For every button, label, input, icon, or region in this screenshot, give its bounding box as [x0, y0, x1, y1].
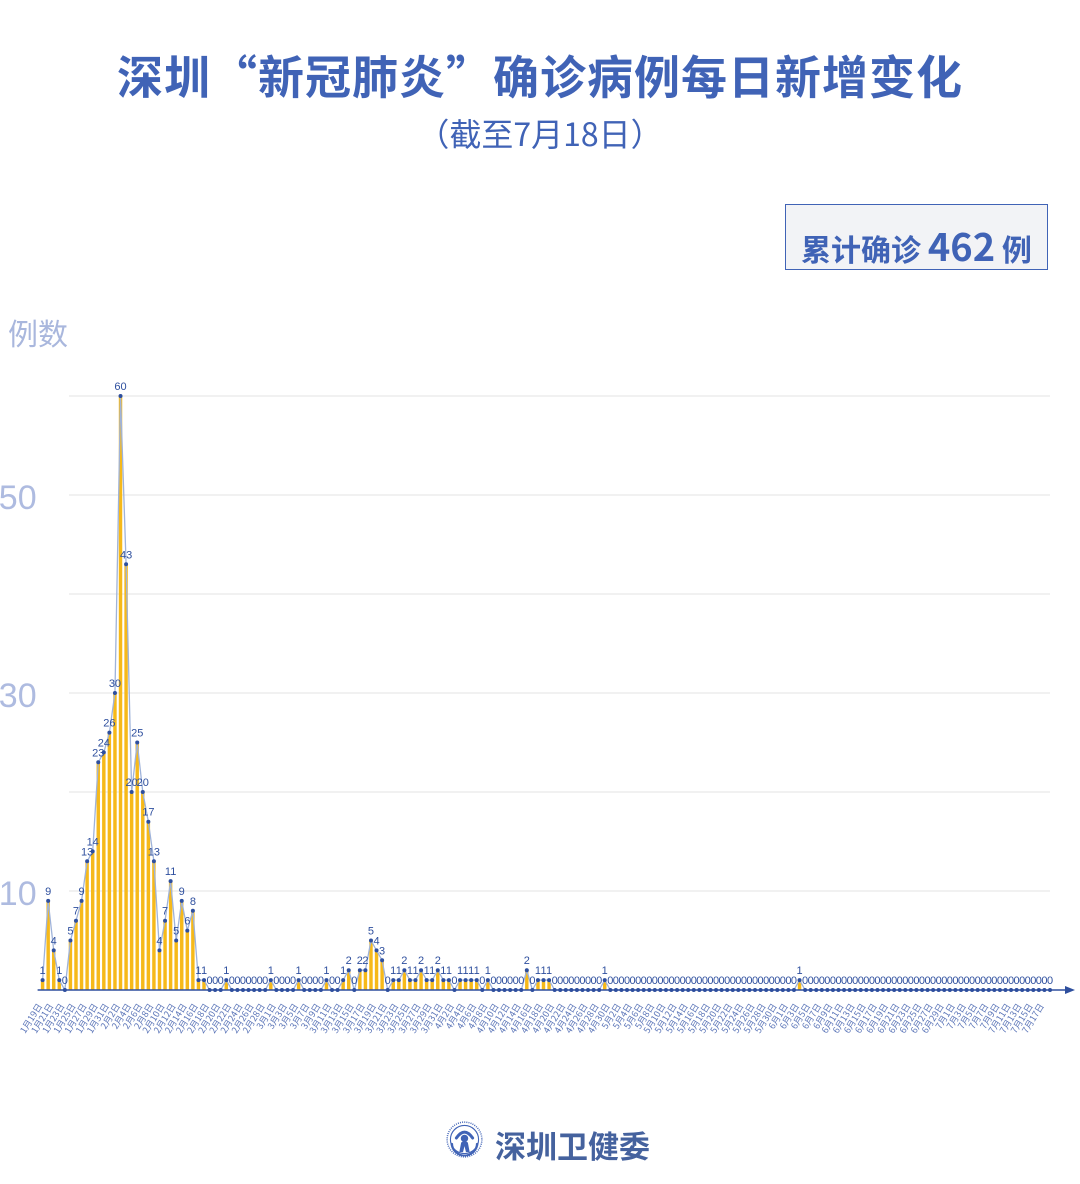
svg-text:30: 30 — [109, 678, 121, 690]
svg-text:5: 5 — [67, 926, 73, 938]
svg-text:0: 0 — [62, 975, 68, 987]
svg-text:7: 7 — [162, 906, 168, 918]
svg-text:9: 9 — [78, 886, 84, 898]
svg-text:2: 2 — [362, 955, 368, 967]
svg-text:11: 11 — [165, 866, 176, 878]
svg-text:30: 30 — [0, 677, 37, 715]
svg-text:13: 13 — [148, 846, 160, 858]
svg-text:8: 8 — [190, 896, 196, 908]
svg-text:1: 1 — [40, 965, 46, 977]
svg-text:25: 25 — [131, 728, 143, 740]
svg-text:5: 5 — [173, 926, 179, 938]
svg-text:0: 0 — [1047, 975, 1053, 987]
svg-text:10: 10 — [0, 875, 37, 913]
svg-text:20: 20 — [137, 777, 149, 789]
svg-text:9: 9 — [179, 886, 185, 898]
svg-text:0: 0 — [351, 975, 357, 987]
svg-text:26: 26 — [103, 718, 115, 730]
svg-text:14: 14 — [87, 836, 99, 848]
svg-text:3: 3 — [379, 945, 385, 957]
svg-text:0: 0 — [518, 975, 524, 987]
svg-text:6: 6 — [184, 916, 190, 928]
svg-text:24: 24 — [98, 737, 110, 749]
svg-text:60: 60 — [114, 381, 126, 393]
svg-text:9: 9 — [45, 886, 51, 898]
svg-text:2: 2 — [346, 955, 352, 967]
svg-text:43: 43 — [120, 549, 132, 561]
svg-text:4: 4 — [51, 935, 57, 947]
svg-text:50: 50 — [0, 479, 37, 517]
svg-text:17: 17 — [142, 807, 154, 819]
svg-text:4: 4 — [156, 935, 162, 947]
svg-text:7: 7 — [73, 906, 79, 918]
svg-text:2: 2 — [524, 955, 530, 967]
